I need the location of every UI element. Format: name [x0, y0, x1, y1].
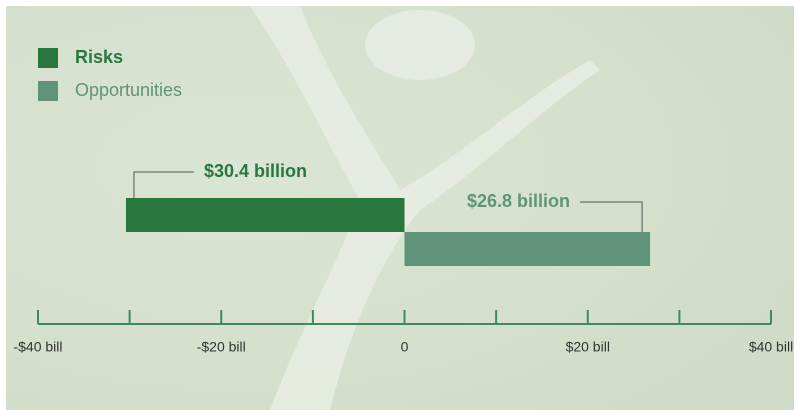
x-tick-label: -$20 bill — [197, 339, 246, 355]
clearing — [365, 10, 475, 80]
x-tick-label: -$40 bill — [13, 339, 62, 355]
legend-swatch — [38, 48, 58, 68]
x-tick-label: $20 bill — [566, 339, 610, 355]
river — [250, 6, 600, 410]
legend-label: Opportunities — [75, 80, 182, 100]
legend-label: Risks — [75, 47, 123, 67]
leader-line — [580, 201, 643, 232]
x-tick-label: $40 bill — [749, 339, 793, 355]
legend: Risks Opportunities — [38, 47, 182, 101]
bar — [404, 232, 651, 266]
value-label: $26.8 billion — [467, 191, 570, 211]
x-tick-label: 0 — [401, 339, 409, 355]
legend-swatch — [38, 81, 58, 101]
leader-line — [133, 171, 194, 198]
value-label: $30.4 billion — [204, 161, 307, 181]
bar — [125, 198, 405, 232]
plot: -$40 bill -$20 bill 0 $20 bill $40 bill $30.4… — [13, 161, 793, 355]
